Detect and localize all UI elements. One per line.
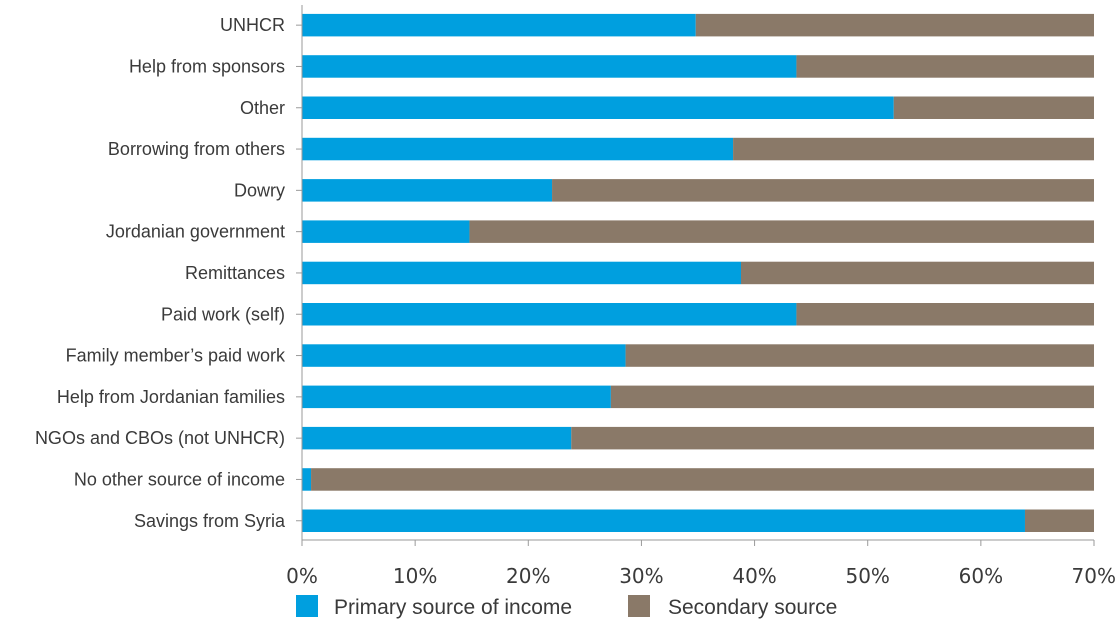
bar-primary-11 <box>302 468 312 491</box>
bar-primary-9 <box>302 385 611 409</box>
bar-secondary-7 <box>796 303 1094 326</box>
bar-primary-0 <box>302 13 696 37</box>
bar-primary-4 <box>302 179 553 202</box>
x-tick-label: 10% <box>393 564 437 588</box>
bar-secondary-11 <box>311 468 1095 491</box>
category-label: Jordanian government <box>106 222 285 242</box>
bar-secondary-2 <box>893 96 1094 119</box>
legend-swatch-secondary <box>628 595 650 617</box>
category-label: Remittances <box>185 263 285 283</box>
x-tick-label: 50% <box>845 564 889 588</box>
category-label: No other source of income <box>74 469 285 489</box>
category-label: Help from sponsors <box>129 56 285 76</box>
bar-secondary-12 <box>1024 509 1094 532</box>
bar-primary-5 <box>302 220 470 243</box>
bars-layer <box>302 13 1095 532</box>
bar-primary-10 <box>302 426 572 450</box>
bar-secondary-10 <box>571 426 1094 450</box>
category-label: Savings from Syria <box>134 511 286 531</box>
category-label: Family member’s paid work <box>66 346 286 366</box>
x-tick-label: 20% <box>506 564 550 588</box>
category-label: Borrowing from others <box>108 139 285 159</box>
category-label: NGOs and CBOs (not UNHCR) <box>35 428 285 448</box>
category-label: Help from Jordanian families <box>57 387 285 407</box>
bar-primary-7 <box>302 303 797 326</box>
x-tick-label: 30% <box>619 564 663 588</box>
category-label: Paid work (self) <box>161 304 285 324</box>
category-label: UNHCR <box>220 15 285 35</box>
bar-secondary-8 <box>625 344 1094 367</box>
bar-secondary-3 <box>733 137 1094 161</box>
category-labels: UNHCR Help from sponsors Other Borrowing fr… <box>35 15 286 531</box>
category-label: Other <box>240 98 285 118</box>
legend-label-primary: Primary source of income <box>334 596 572 619</box>
bar-primary-2 <box>302 96 894 119</box>
legend-label-secondary: Secondary source <box>668 596 837 619</box>
x-axis-ticks: 0% 10% 20% 30% 40% 50% 60% 70% <box>286 24 1116 588</box>
bar-primary-12 <box>302 509 1025 532</box>
bar-secondary-9 <box>610 385 1094 409</box>
x-tick-label: 0% <box>286 564 318 588</box>
bar-primary-3 <box>302 137 734 161</box>
legend-swatch-primary <box>296 595 318 617</box>
x-tick-label: 70% <box>1072 564 1116 588</box>
x-tick-label: 40% <box>732 564 776 588</box>
bar-primary-6 <box>302 261 741 285</box>
bar-secondary-5 <box>469 220 1094 243</box>
bar-secondary-6 <box>740 261 1094 285</box>
bar-secondary-0 <box>695 13 1094 37</box>
bar-primary-1 <box>302 55 797 78</box>
bar-secondary-4 <box>552 179 1094 202</box>
bar-primary-8 <box>302 344 626 367</box>
bar-secondary-1 <box>796 55 1094 78</box>
category-label: Dowry <box>234 180 285 200</box>
legend: Primary source of income Secondary source <box>296 595 837 619</box>
x-tick-label: 60% <box>959 564 1003 588</box>
